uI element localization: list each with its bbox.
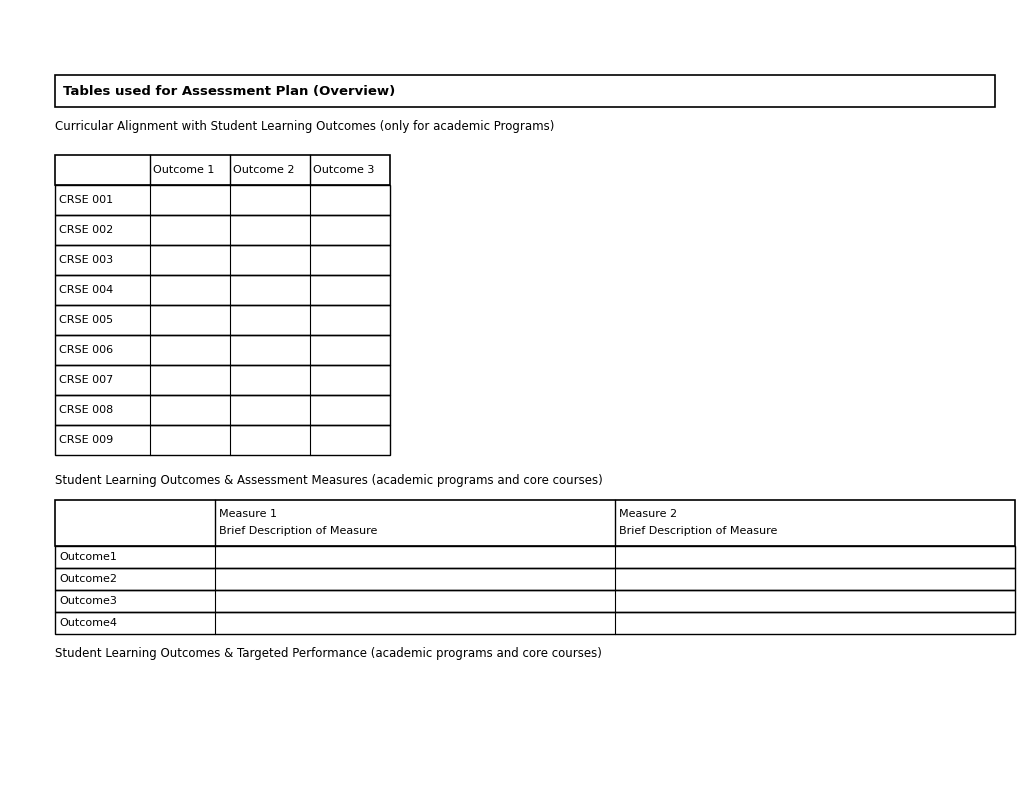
Text: Outcome1: Outcome1 xyxy=(59,552,117,562)
Text: Brief Description of Measure: Brief Description of Measure xyxy=(619,526,776,537)
Text: Measure 1: Measure 1 xyxy=(219,509,277,519)
Text: CRSE 004: CRSE 004 xyxy=(59,285,113,295)
Text: Outcome 1: Outcome 1 xyxy=(153,165,214,175)
Text: CRSE 001: CRSE 001 xyxy=(59,195,113,205)
Bar xyxy=(55,546,1014,568)
Text: CRSE 007: CRSE 007 xyxy=(59,375,113,385)
Bar xyxy=(55,500,1014,546)
Text: Student Learning Outcomes & Assessment Measures (academic programs and core cour: Student Learning Outcomes & Assessment M… xyxy=(55,474,602,486)
Text: CRSE 009: CRSE 009 xyxy=(59,435,113,445)
Bar xyxy=(55,590,1014,612)
Bar xyxy=(55,275,389,305)
Bar xyxy=(55,75,994,107)
Text: CRSE 002: CRSE 002 xyxy=(59,225,113,235)
Text: CRSE 005: CRSE 005 xyxy=(59,315,113,325)
Bar xyxy=(55,425,389,455)
Text: Measure 2: Measure 2 xyxy=(619,509,677,519)
Bar xyxy=(55,612,1014,634)
Text: Outcome4: Outcome4 xyxy=(59,618,117,628)
Text: Outcome2: Outcome2 xyxy=(59,574,117,584)
Text: Outcome3: Outcome3 xyxy=(59,596,117,606)
Text: Student Learning Outcomes & Targeted Performance (academic programs and core cou: Student Learning Outcomes & Targeted Per… xyxy=(55,648,601,660)
Bar xyxy=(55,155,389,185)
Text: CRSE 008: CRSE 008 xyxy=(59,405,113,415)
Bar xyxy=(55,215,389,245)
Text: CRSE 006: CRSE 006 xyxy=(59,345,113,355)
Bar xyxy=(55,305,389,335)
Text: Brief Description of Measure: Brief Description of Measure xyxy=(219,526,377,537)
Bar xyxy=(55,395,389,425)
Bar xyxy=(55,245,389,275)
Bar xyxy=(55,365,389,395)
Bar xyxy=(55,185,389,215)
Text: Tables used for Assessment Plan (Overview): Tables used for Assessment Plan (Overvie… xyxy=(63,84,395,98)
Text: Curricular Alignment with Student Learning Outcomes (only for academic Programs): Curricular Alignment with Student Learni… xyxy=(55,120,554,132)
Text: Outcome 3: Outcome 3 xyxy=(313,165,374,175)
Bar xyxy=(55,335,389,365)
Text: Outcome 2: Outcome 2 xyxy=(232,165,294,175)
Bar xyxy=(55,568,1014,590)
Text: CRSE 003: CRSE 003 xyxy=(59,255,113,265)
